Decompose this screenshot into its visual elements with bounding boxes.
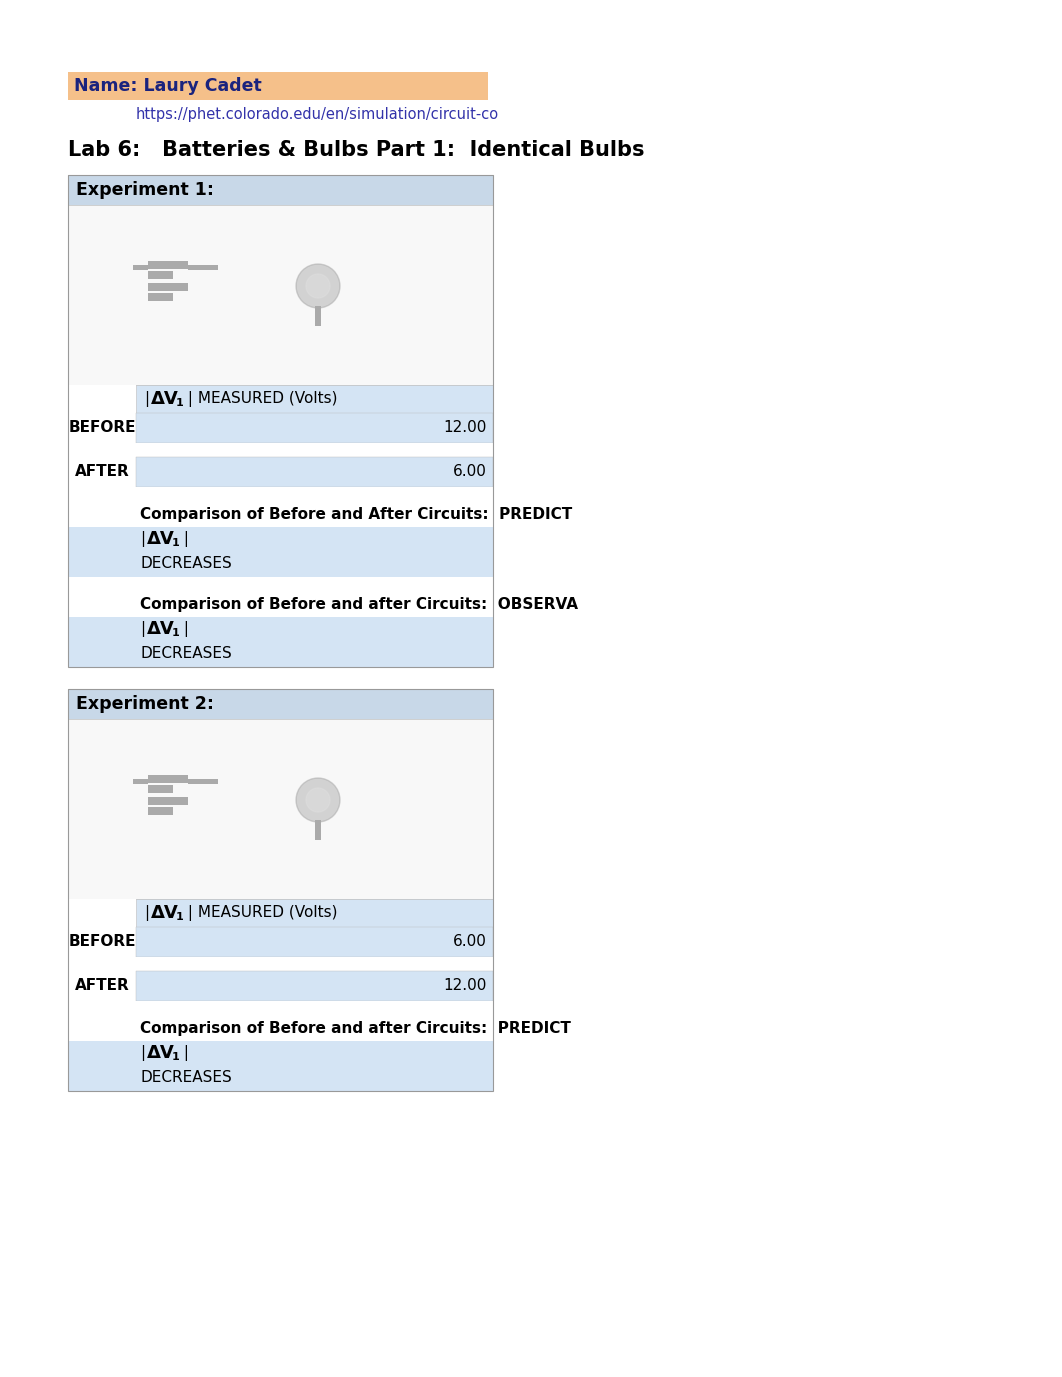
Text: |: | — [144, 391, 149, 408]
Bar — [68, 927, 136, 957]
Bar — [68, 1001, 493, 1015]
Circle shape — [306, 788, 330, 812]
Bar — [68, 617, 136, 642]
Bar — [136, 527, 493, 551]
Bar — [136, 927, 493, 957]
Text: BEFORE: BEFORE — [68, 935, 136, 950]
Text: Comparison of Before and After Circuits:  PREDICT: Comparison of Before and After Circuits:… — [140, 507, 572, 522]
Text: 6.00: 6.00 — [453, 935, 487, 950]
Bar — [136, 971, 493, 1001]
Text: 1: 1 — [172, 628, 179, 638]
Bar — [315, 306, 321, 326]
Text: 12.00: 12.00 — [444, 979, 487, 993]
Bar — [148, 262, 188, 270]
Bar — [68, 413, 136, 443]
Bar — [148, 797, 188, 806]
Bar — [148, 775, 188, 784]
Bar — [68, 899, 136, 927]
Bar — [68, 1015, 136, 1041]
Text: 1: 1 — [172, 1052, 179, 1062]
Circle shape — [296, 264, 340, 308]
Text: |: | — [144, 905, 149, 921]
Bar — [68, 642, 136, 666]
Bar — [188, 266, 218, 270]
Bar — [133, 779, 148, 785]
Text: https://phet.colorado.edu/en/simulation/circuit-co: https://phet.colorado.edu/en/simulation/… — [136, 106, 499, 121]
Bar — [68, 501, 136, 527]
Bar — [136, 642, 493, 666]
Text: |: | — [140, 532, 145, 547]
Bar — [68, 957, 493, 971]
Bar — [68, 1064, 136, 1091]
Bar — [68, 688, 493, 719]
Bar — [136, 386, 493, 413]
Bar — [148, 807, 173, 815]
Text: BEFORE: BEFORE — [68, 420, 136, 435]
Text: Comparison of Before and after Circuits:  OBSERVA: Comparison of Before and after Circuits:… — [140, 596, 578, 611]
Text: Lab 6:   Batteries & Bulbs Part 1:  Identical Bulbs: Lab 6: Batteries & Bulbs Part 1: Identic… — [68, 140, 645, 160]
Text: DECREASES: DECREASES — [140, 556, 232, 571]
Bar — [68, 72, 489, 101]
Text: |: | — [179, 1045, 189, 1062]
Text: |: | — [140, 621, 145, 638]
Circle shape — [296, 778, 340, 822]
Bar — [136, 591, 493, 617]
Bar — [68, 457, 136, 487]
Text: Experiment 1:: Experiment 1: — [76, 180, 215, 200]
Bar — [68, 175, 493, 205]
Bar — [136, 899, 493, 927]
Text: |: | — [179, 532, 189, 547]
Text: |: | — [140, 1045, 145, 1062]
Bar — [148, 785, 173, 793]
Text: Experiment 2:: Experiment 2: — [76, 695, 215, 713]
Bar — [68, 527, 136, 551]
Bar — [136, 1015, 493, 1041]
Bar — [68, 551, 136, 577]
Bar — [68, 688, 493, 1091]
Bar — [188, 779, 218, 785]
Text: |: | — [179, 621, 189, 638]
Text: | MEASURED (Volts): | MEASURED (Volts) — [183, 391, 338, 408]
Text: Name: Laury Cadet: Name: Laury Cadet — [74, 77, 261, 95]
Text: Comparison of Before and after Circuits:  PREDICT: Comparison of Before and after Circuits:… — [140, 1020, 571, 1036]
Circle shape — [306, 274, 330, 297]
Bar — [68, 175, 493, 666]
Bar — [136, 617, 493, 642]
Text: 1: 1 — [176, 398, 184, 408]
Bar — [148, 284, 188, 292]
Bar — [133, 266, 148, 270]
Text: 12.00: 12.00 — [444, 420, 487, 435]
Text: DECREASES: DECREASES — [140, 646, 232, 661]
Bar — [148, 271, 173, 280]
Text: ΔV: ΔV — [151, 903, 178, 923]
Bar — [68, 443, 493, 457]
Bar — [68, 487, 493, 501]
Bar — [68, 1041, 136, 1064]
Bar — [136, 457, 493, 487]
Bar — [68, 205, 493, 386]
Bar — [136, 1041, 493, 1064]
Bar — [68, 719, 493, 899]
Text: DECREASES: DECREASES — [140, 1070, 232, 1085]
Text: ΔV: ΔV — [147, 530, 175, 548]
Bar — [148, 293, 173, 302]
Text: ΔV: ΔV — [147, 620, 175, 638]
Text: AFTER: AFTER — [74, 979, 130, 993]
Bar — [68, 971, 136, 1001]
Text: 6.00: 6.00 — [453, 464, 487, 479]
Text: AFTER: AFTER — [74, 464, 130, 479]
Bar — [68, 577, 493, 591]
Text: 1: 1 — [172, 538, 179, 548]
Text: 1: 1 — [176, 912, 184, 923]
Bar — [136, 501, 493, 527]
Bar — [136, 551, 493, 577]
Bar — [315, 819, 321, 840]
Text: | MEASURED (Volts): | MEASURED (Volts) — [183, 905, 338, 921]
Bar — [68, 386, 136, 413]
Text: ΔV: ΔV — [151, 390, 178, 408]
Bar — [68, 591, 136, 617]
Bar — [136, 1064, 493, 1091]
Bar — [136, 413, 493, 443]
Text: ΔV: ΔV — [147, 1044, 175, 1062]
